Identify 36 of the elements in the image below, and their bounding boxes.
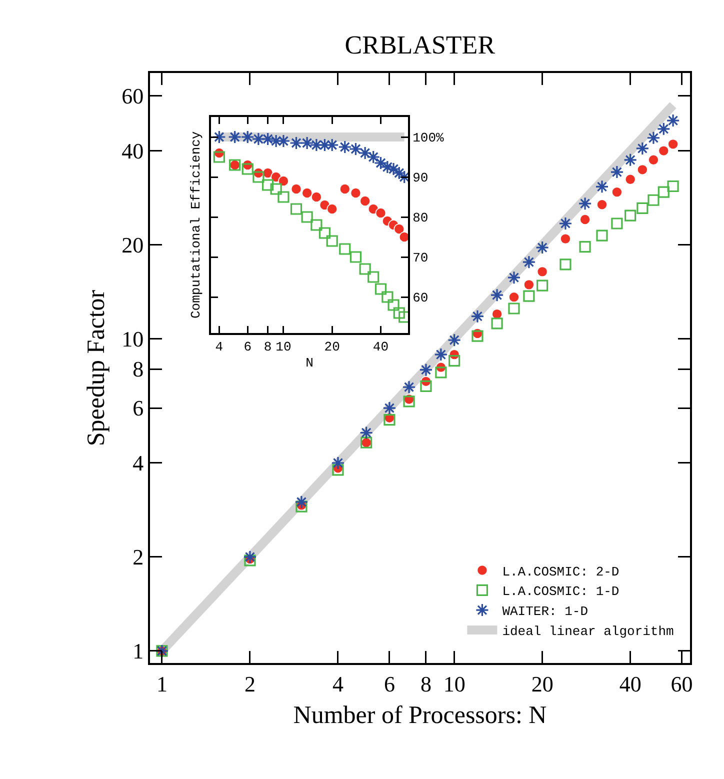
x-tick-label: 40 [619, 671, 642, 696]
y-tick-label: 60 [122, 84, 144, 109]
y-tick-label: 90 [412, 170, 428, 186]
x-tick-label: 20 [531, 671, 554, 696]
x-tick-label: 2 [244, 671, 256, 696]
x-tick-label: 1 [156, 671, 168, 696]
x-tick-label: 10 [276, 340, 292, 355]
x-tick-label: 4 [332, 671, 344, 696]
x-tick-label: 4 [215, 340, 224, 355]
y-axis-title: Speedup Factor [82, 289, 110, 446]
y-axis-title: Computational Efficiency [188, 131, 204, 318]
x-tick-label: 40 [372, 340, 389, 355]
chart-title: CRBLASTER [344, 30, 496, 60]
x-tick-label: 6 [384, 671, 395, 696]
y-tick-label: 2 [132, 544, 144, 570]
y-tick-label: 20 [122, 232, 144, 258]
x-tick-label: 20 [324, 340, 340, 355]
x-axis-title: N [306, 356, 314, 371]
legend-label: WAITER: 1-D [502, 604, 588, 620]
y-tick-label: 80 [412, 210, 428, 226]
legend-label: ideal linear algorithm [502, 624, 674, 640]
y-tick-label: 100% [412, 130, 444, 146]
y-tick-label: 8 [132, 356, 144, 382]
y-tick-label: 40 [122, 138, 144, 164]
y-tick-label: 60 [412, 290, 428, 306]
y-tick-label: 1 [132, 638, 144, 664]
y-tick-label: 6 [132, 396, 144, 421]
x-tick-label: 60 [670, 671, 693, 696]
x-tick-label: 8 [264, 340, 272, 355]
legend-label: L.A.COSMIC: 2-D [502, 564, 620, 580]
x-tick-label: 10 [443, 671, 466, 696]
x-tick-label: 6 [244, 340, 252, 355]
y-tick-label: 4 [132, 450, 144, 476]
x-axis-title: Number of Processors: N [293, 702, 547, 729]
y-tick-label: 70 [412, 250, 428, 266]
legend-label: L.A.COSMIC: 1-D [502, 584, 620, 600]
